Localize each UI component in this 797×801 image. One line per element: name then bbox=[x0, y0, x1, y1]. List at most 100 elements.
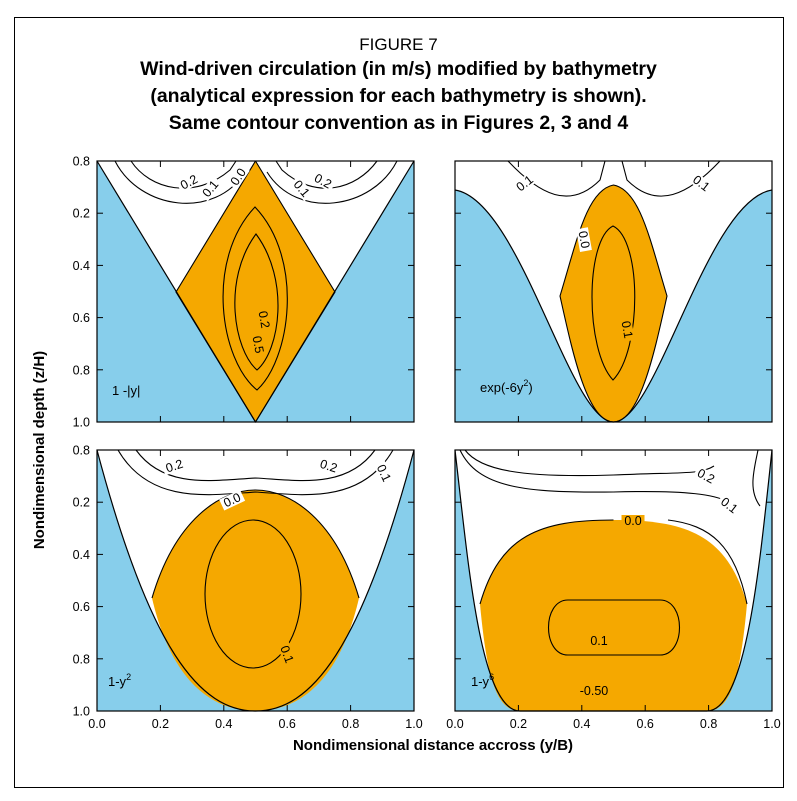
x-tick-label: 0.0 bbox=[446, 717, 463, 731]
figure-label: FIGURE 7 bbox=[359, 35, 438, 54]
contour-inner-0.1 bbox=[204, 519, 302, 669]
contour-labels-layer: 0.2 0.10.0 0.20.10.20.50.1 0.10.00.10.2 0.2 0… bbox=[108, 163, 742, 698]
contour-label-text: 0.2 bbox=[164, 457, 185, 476]
bathymetry-formula: 1-y2 bbox=[108, 672, 131, 689]
panel-border bbox=[454, 160, 773, 423]
contour-label: 0.1 bbox=[277, 641, 297, 668]
formula-superscript: 6 bbox=[489, 672, 494, 682]
formula-base: 1-y bbox=[108, 674, 127, 689]
bathymetry-formula: exp(-6y2) bbox=[480, 378, 533, 395]
contour-zero-left bbox=[479, 519, 614, 605]
contour-label: 0.1 bbox=[373, 460, 395, 487]
contour-inner-0.1 bbox=[548, 599, 680, 656]
contour-label-bg bbox=[198, 176, 223, 202]
figure-frame bbox=[14, 17, 784, 788]
contour-zero bbox=[151, 489, 360, 599]
x-tick-label: 0.4 bbox=[215, 717, 232, 731]
contour-label: 0.2 bbox=[161, 456, 188, 476]
positive-region bbox=[480, 520, 747, 711]
contour-label-bg bbox=[619, 317, 635, 343]
y-tick-label: 0.8 bbox=[73, 652, 90, 666]
formula-superscript: 2 bbox=[126, 672, 131, 682]
contour-label-bg bbox=[161, 456, 188, 476]
ticks-layer: 0.80.20.40.60.81.00.0 0.2 0.4 0.6 0.8 1.00.80… bbox=[73, 155, 781, 732]
x-tick-label: 0.2 bbox=[152, 717, 169, 731]
contour-label: 0.0 bbox=[219, 489, 246, 511]
x-axis-label: Nondimensional distance accross (y/B) bbox=[293, 737, 573, 754]
figure-title-line-1: Wind-driven circulation (in m/s) modifie… bbox=[140, 58, 657, 80]
contour-label-bg bbox=[256, 307, 272, 333]
bathymetry-formula: 1-y6 bbox=[471, 672, 494, 689]
formula-base: 1-y bbox=[471, 674, 490, 689]
contour-label-text: 0.0 bbox=[221, 490, 243, 510]
y-tick-label: 1.0 bbox=[73, 416, 90, 430]
contour-label-bg bbox=[176, 171, 203, 193]
contour-label-bg bbox=[289, 176, 314, 202]
y-tick-label: 0.8 bbox=[73, 155, 90, 169]
bathymetry-formula: 1 -|y| bbox=[112, 383, 140, 398]
formula-base: exp(-6y bbox=[480, 380, 524, 395]
contour-label-bg bbox=[219, 489, 246, 511]
y-tick-label: 1.0 bbox=[73, 705, 90, 719]
contour-0.1-top bbox=[117, 449, 394, 496]
contour-zero-right bbox=[667, 519, 748, 605]
contour-label-text: 0.1 bbox=[374, 462, 394, 484]
y-tick-label: 0.2 bbox=[73, 496, 90, 510]
contour-label: 0.1 bbox=[587, 634, 611, 648]
contour-inner-0.5 bbox=[234, 233, 279, 371]
panel-border bbox=[96, 449, 415, 712]
y-axis-label: Nondimensional depth (z/H) bbox=[31, 351, 48, 549]
contour-right-0.1 bbox=[266, 160, 398, 204]
contour-label-text: -0.50 bbox=[580, 684, 609, 698]
panel-border bbox=[96, 160, 415, 423]
contour-label-bg bbox=[309, 170, 336, 192]
contour-label-text: 0.0 bbox=[576, 230, 593, 250]
y-tick-label: 0.4 bbox=[73, 548, 90, 562]
contour-label-text: 0.1 bbox=[590, 634, 607, 648]
figure-title-line-3: Same contour convention as in Figures 2,… bbox=[168, 112, 629, 134]
contour-label-bg bbox=[621, 515, 645, 527]
contour-label-text: 0.1 bbox=[277, 644, 296, 665]
contour-label-text: 0.2 bbox=[318, 457, 339, 476]
y-tick-label: 0.6 bbox=[73, 600, 90, 614]
contour-left-0.1 bbox=[507, 160, 606, 197]
contour-label: 0.5 bbox=[250, 332, 267, 358]
contour-label-bg bbox=[692, 465, 719, 487]
panel-gaussian-bathymetry bbox=[454, 160, 773, 423]
panel-parabolic-bathymetry bbox=[96, 449, 415, 712]
x-tick-label: 0.8 bbox=[700, 717, 717, 731]
y-tick-label: 0.4 bbox=[73, 259, 90, 273]
formula-base: 1 -|y| bbox=[112, 383, 140, 398]
contour-label-bg bbox=[226, 163, 250, 190]
contour-label: 0.0 bbox=[576, 227, 593, 253]
contour-label: 0.1 bbox=[619, 317, 636, 343]
panel-border bbox=[454, 449, 773, 712]
x-tick-label: 0.0 bbox=[88, 717, 105, 731]
contour-inner-0.1 bbox=[591, 225, 636, 381]
contour-label: 0.0 bbox=[621, 514, 645, 528]
contour-label-bg bbox=[512, 171, 538, 196]
positive-region bbox=[152, 490, 359, 711]
contour-label-bg bbox=[688, 171, 714, 196]
contour-label-bg bbox=[277, 641, 297, 668]
contour-label-bg bbox=[373, 460, 395, 487]
contour-label-text: 0.2 bbox=[256, 310, 273, 330]
formula-tail: ) bbox=[528, 380, 532, 395]
x-tick-label: 0.4 bbox=[573, 717, 590, 731]
contour-right-edge bbox=[752, 449, 761, 507]
contour-label: -0.50 bbox=[575, 684, 613, 698]
contour-label-bg bbox=[576, 227, 592, 253]
contour-label-text: 0.1 bbox=[619, 320, 636, 340]
contour-label-text: 0.5 bbox=[250, 335, 267, 355]
contour-label-bg bbox=[575, 685, 613, 697]
formula-superscript: 2 bbox=[523, 378, 528, 388]
contour-0.1-top bbox=[459, 449, 730, 503]
contour-label-bg bbox=[315, 456, 342, 476]
y-tick-label: 0.8 bbox=[73, 444, 90, 458]
x-tick-label: 0.6 bbox=[279, 717, 296, 731]
contour-right-0.1 bbox=[621, 160, 721, 197]
x-tick-label: 1.0 bbox=[763, 717, 780, 731]
contour-label-text: 0.0 bbox=[624, 514, 641, 528]
figure-title-line-2: (analytical expression for each bathymet… bbox=[150, 85, 647, 107]
